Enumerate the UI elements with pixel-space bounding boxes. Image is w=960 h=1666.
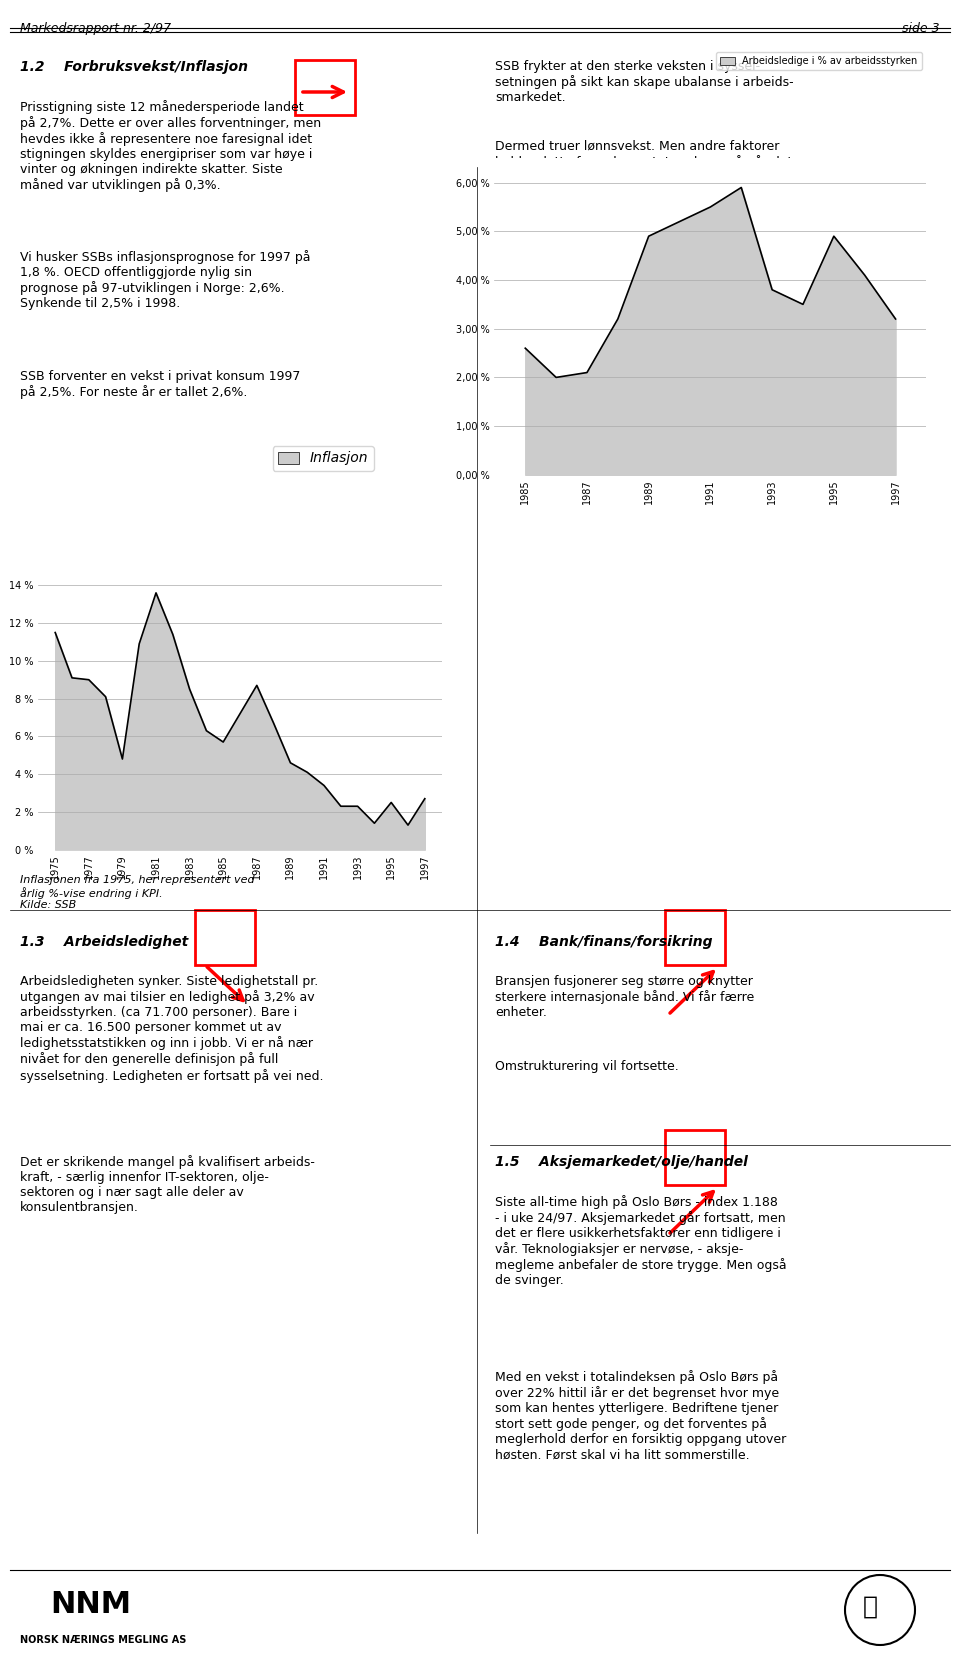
Text: NNM: NNM	[50, 1589, 132, 1619]
Text: Omstrukturering vil fortsette.: Omstrukturering vil fortsette.	[495, 1060, 679, 1073]
Text: Vi husker SSBs inflasjonsprognose for 1997 på
1,8 %. OECD offentliggjorde nylig : Vi husker SSBs inflasjonsprognose for 19…	[20, 250, 310, 310]
Text: Siste all-time high på Oslo Børs - index 1.188
- i uke 24/97. Aksjemarkedet går : Siste all-time high på Oslo Børs - index…	[495, 1195, 786, 1288]
Text: 1.4    Bank/finans/forsikring: 1.4 Bank/finans/forsikring	[495, 935, 712, 950]
Text: SSB frykter at den sterke veksten i syssel-
setningen på sikt kan skape ubalanse: SSB frykter at den sterke veksten i syss…	[495, 60, 794, 105]
Text: side 3: side 3	[902, 22, 940, 35]
Text: 1.3    Arbeidsledighet: 1.3 Arbeidsledighet	[20, 935, 188, 950]
Text: NORSK NÆRINGS MEGLING AS: NORSK NÆRINGS MEGLING AS	[20, 1634, 186, 1644]
Legend: Arbeidsledige i % av arbeidsstyrken: Arbeidsledige i % av arbeidsstyrken	[716, 52, 922, 70]
Text: Markedsrapport nr. 2/97: Markedsrapport nr. 2/97	[20, 22, 171, 35]
Legend: Inflasjon: Inflasjon	[273, 446, 374, 471]
Text: 1.5    Aksjemarkedet/olje/handel: 1.5 Aksjemarkedet/olje/handel	[495, 1155, 748, 1170]
Text: Bransjen fusjonerer seg større og knytter
sterkere internasjonale bånd. Vi får f: Bransjen fusjonerer seg større og knytte…	[495, 975, 755, 1020]
Text: Med en vekst i totalindeksen på Oslo Børs på
over 22% hittil iår er det begrense: Med en vekst i totalindeksen på Oslo Bør…	[495, 1369, 786, 1461]
Text: 🏢: 🏢	[862, 1594, 877, 1619]
Text: 1.2    Forbruksvekst/Inflasjon: 1.2 Forbruksvekst/Inflasjon	[20, 60, 248, 73]
FancyBboxPatch shape	[195, 910, 255, 965]
Text: Arbeidsledigheten synker. Siste ledighetstall pr.
utgangen av mai tilsier en led: Arbeidsledigheten synker. Siste ledighet…	[20, 975, 324, 1083]
Text: Kilde: Arbeidsdirektoratet: Kilde: Arbeidsdirektoratet	[495, 430, 638, 440]
Text: SSB forventer en vekst i privat konsum 1997
på 2,5%. For neste år er tallet 2,6%: SSB forventer en vekst i privat konsum 1…	[20, 370, 300, 400]
Text: Prisstigning siste 12 månedersperiode landet
på 2,7%. Dette er over alles forven: Prisstigning siste 12 månedersperiode la…	[20, 100, 322, 193]
FancyBboxPatch shape	[665, 1130, 725, 1185]
FancyBboxPatch shape	[665, 910, 725, 965]
Text: Dermed truer lønnsvekst. Men andre faktorer
holder dette fare-elementet nede, og: Dermed truer lønnsvekst. Men andre fakto…	[495, 140, 792, 185]
FancyBboxPatch shape	[295, 60, 355, 115]
Text: Det er skrikende mangel på kvalifisert arbeids-
kraft, - særlig innenfor IT-sekt: Det er skrikende mangel på kvalifisert a…	[20, 1155, 315, 1215]
Text: Inflasjonen fra 1975, her representert ved
årlig %-vise endring i KPI.
Kilde: SS: Inflasjonen fra 1975, her representert v…	[20, 875, 254, 911]
